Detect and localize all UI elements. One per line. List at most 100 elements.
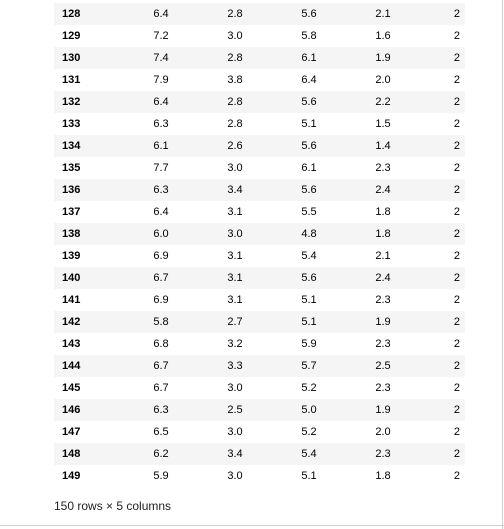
table-cell: 2.8 bbox=[227, 52, 243, 64]
table-row: 135 7.7 3.0 6.1 2.3 2 bbox=[54, 157, 465, 179]
table-row: 148 6.2 3.4 5.4 2.3 2 bbox=[54, 443, 465, 465]
table-cell: 2.3 bbox=[375, 448, 391, 460]
table-cell: 5.8 bbox=[153, 316, 169, 328]
table-cell: 2 bbox=[453, 206, 460, 218]
table-cell: 2 bbox=[453, 140, 460, 152]
table-cell: 6.3 bbox=[153, 118, 169, 130]
table-cell: 2.3 bbox=[375, 382, 391, 394]
dataframe-table: 128 6.4 2.8 5.6 2.1 2 129 7.2 3.0 5.8 1.6 2 130 7.4 2.… bbox=[54, 3, 465, 487]
row-index: 135 bbox=[62, 162, 81, 174]
table-cell: 1.8 bbox=[375, 228, 391, 240]
table-cell: 5.1 bbox=[301, 470, 317, 482]
table-cell: 2.2 bbox=[375, 96, 391, 108]
table-cell: 2.1 bbox=[375, 250, 391, 262]
table-cell: 3.1 bbox=[227, 206, 243, 218]
table-cell: 2 bbox=[453, 228, 460, 240]
table-row: 129 7.2 3.0 5.8 1.6 2 bbox=[54, 25, 465, 47]
table-cell: 2.8 bbox=[227, 118, 243, 130]
table-row: 144 6.7 3.3 5.7 2.5 2 bbox=[54, 355, 465, 377]
table-cell: 5.2 bbox=[301, 382, 317, 394]
table-cell: 2 bbox=[453, 294, 460, 306]
output-right-border bbox=[502, 0, 503, 529]
table-cell: 2 bbox=[453, 272, 460, 284]
table-cell: 6.7 bbox=[153, 272, 169, 284]
table-cell: 2 bbox=[453, 8, 460, 20]
table-row: 146 6.3 2.5 5.0 1.9 2 bbox=[54, 399, 465, 421]
table-row: 131 7.9 3.8 6.4 2.0 2 bbox=[54, 69, 465, 91]
table-row: 132 6.4 2.8 5.6 2.2 2 bbox=[54, 91, 465, 113]
table-row: 140 6.7 3.1 5.6 2.4 2 bbox=[54, 267, 465, 289]
table-cell: 5.9 bbox=[153, 470, 169, 482]
table-cell: 3.1 bbox=[227, 250, 243, 262]
table-cell: 2 bbox=[453, 382, 460, 394]
dataframe-shape-caption: 150 rows × 5 columns bbox=[54, 499, 172, 513]
table-cell: 3.1 bbox=[227, 272, 243, 284]
table-cell: 1.8 bbox=[375, 206, 391, 218]
table-cell: 5.9 bbox=[301, 338, 317, 350]
dataframe-body: 128 6.4 2.8 5.6 2.1 2 129 7.2 3.0 5.8 1.6 2 130 7.4 2.… bbox=[54, 3, 465, 487]
table-cell: 2.3 bbox=[375, 338, 391, 350]
table-cell: 5.2 bbox=[301, 426, 317, 438]
row-index: 137 bbox=[62, 206, 81, 218]
table-row: 137 6.4 3.1 5.5 1.8 2 bbox=[54, 201, 465, 223]
table-cell: 7.4 bbox=[153, 52, 169, 64]
table-cell: 2 bbox=[453, 250, 460, 262]
table-row: 128 6.4 2.8 5.6 2.1 2 bbox=[54, 3, 465, 25]
row-index: 143 bbox=[62, 338, 81, 350]
row-index: 142 bbox=[62, 316, 81, 328]
table-cell: 6.1 bbox=[153, 140, 169, 152]
table-row: 149 5.9 3.0 5.1 1.8 2 bbox=[54, 465, 465, 487]
table-cell: 5.0 bbox=[301, 404, 317, 416]
table-cell: 6.4 bbox=[153, 8, 169, 20]
table-cell: 3.0 bbox=[227, 30, 243, 42]
table-cell: 2.8 bbox=[227, 8, 243, 20]
row-index: 147 bbox=[62, 426, 81, 438]
table-cell: 6.4 bbox=[153, 96, 169, 108]
table-cell: 4.8 bbox=[301, 228, 317, 240]
table-cell: 6.3 bbox=[153, 184, 169, 196]
table-cell: 6.5 bbox=[153, 426, 169, 438]
table-cell: 7.9 bbox=[153, 74, 169, 86]
table-cell: 2 bbox=[453, 30, 460, 42]
table-cell: 5.6 bbox=[301, 96, 317, 108]
table-row: 133 6.3 2.8 5.1 1.5 2 bbox=[54, 113, 465, 135]
row-index: 131 bbox=[62, 74, 81, 86]
table-cell: 5.6 bbox=[301, 184, 317, 196]
row-index: 133 bbox=[62, 118, 81, 130]
table-row: 134 6.1 2.6 5.6 1.4 2 bbox=[54, 135, 465, 157]
table-cell: 5.1 bbox=[301, 294, 317, 306]
table-cell: 1.4 bbox=[375, 140, 391, 152]
table-cell: 1.6 bbox=[375, 30, 391, 42]
table-cell: 2.5 bbox=[227, 404, 243, 416]
table-row: 142 5.8 2.7 5.1 1.9 2 bbox=[54, 311, 465, 333]
table-cell: 6.0 bbox=[153, 228, 169, 240]
table-row: 143 6.8 3.2 5.9 2.3 2 bbox=[54, 333, 465, 355]
table-cell: 5.4 bbox=[301, 448, 317, 460]
row-index: 140 bbox=[62, 272, 81, 284]
row-index: 139 bbox=[62, 250, 81, 262]
row-index: 136 bbox=[62, 184, 81, 196]
table-cell: 6.8 bbox=[153, 338, 169, 350]
row-index: 144 bbox=[62, 360, 81, 372]
table-cell: 3.0 bbox=[227, 470, 243, 482]
table-cell: 2.0 bbox=[375, 426, 391, 438]
table-cell: 3.0 bbox=[227, 382, 243, 394]
table-cell: 6.9 bbox=[153, 294, 169, 306]
table-cell: 5.1 bbox=[301, 316, 317, 328]
table-cell: 5.5 bbox=[301, 206, 317, 218]
table-cell: 6.3 bbox=[153, 404, 169, 416]
row-index: 138 bbox=[62, 228, 81, 240]
table-cell: 3.4 bbox=[227, 184, 243, 196]
table-cell: 2 bbox=[453, 338, 460, 350]
table-cell: 1.8 bbox=[375, 470, 391, 482]
table-cell: 6.4 bbox=[153, 206, 169, 218]
table-cell: 3.0 bbox=[227, 162, 243, 174]
table-cell: 2 bbox=[453, 74, 460, 86]
table-cell: 2 bbox=[453, 470, 460, 482]
table-cell: 3.0 bbox=[227, 426, 243, 438]
row-index: 149 bbox=[62, 470, 81, 482]
table-row: 136 6.3 3.4 5.6 2.4 2 bbox=[54, 179, 465, 201]
row-index: 128 bbox=[62, 8, 81, 20]
row-index: 132 bbox=[62, 96, 81, 108]
